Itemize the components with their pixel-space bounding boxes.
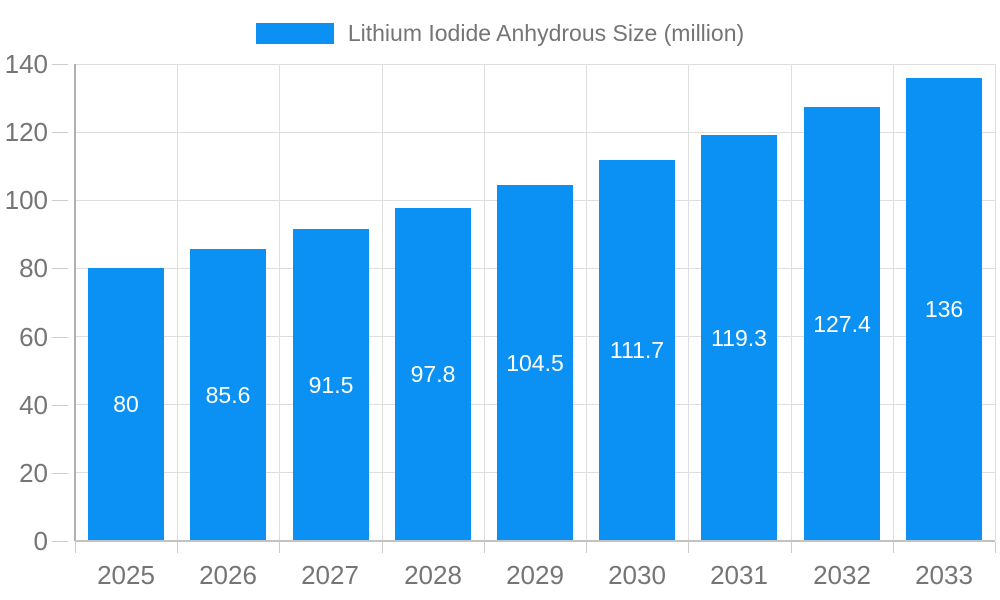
v-gridline xyxy=(892,64,894,541)
x-axis-tick xyxy=(484,542,485,553)
x-axis-tick xyxy=(586,542,587,553)
bar-value-label: 80 xyxy=(113,391,139,417)
x-axis-tick xyxy=(688,542,689,553)
y-tick-label: 40 xyxy=(19,389,48,420)
x-tick-label: 2030 xyxy=(608,560,666,590)
x-axis-tick xyxy=(382,542,383,553)
y-axis-tick xyxy=(52,268,68,270)
x-tick-label: 2026 xyxy=(199,560,257,590)
legend-label: Lithium Iodide Anhydrous Size (million) xyxy=(347,20,745,46)
y-tick-label: 100 xyxy=(4,185,48,216)
v-gridline xyxy=(585,64,587,541)
v-gridline xyxy=(278,64,280,541)
bar-value-label: 91.5 xyxy=(308,371,354,398)
bar-value-label: 127.4 xyxy=(813,310,871,337)
x-tick-label: 2031 xyxy=(710,560,768,590)
bar[interactable]: 104.5 xyxy=(497,185,573,541)
v-gridline xyxy=(381,64,383,541)
bar[interactable]: 111.7 xyxy=(599,160,675,541)
x-axis-tick xyxy=(791,542,792,553)
x-axis-tick xyxy=(893,542,894,553)
bar-value-label: 97.8 xyxy=(410,361,456,387)
x-tick-label: 2033 xyxy=(915,560,973,590)
y-tick-label: 20 xyxy=(19,457,48,488)
x-tick-label: 2028 xyxy=(404,560,462,590)
x-axis-tick xyxy=(177,542,178,553)
y-axis-line xyxy=(74,64,76,541)
v-gridline xyxy=(483,64,485,541)
bar[interactable]: 119.3 xyxy=(701,135,777,541)
x-tick-label: 2032 xyxy=(813,560,871,590)
v-gridline xyxy=(790,64,792,541)
bar-value-label: 136 xyxy=(924,296,964,322)
bar-value-label: 104.5 xyxy=(506,349,564,376)
v-gridline xyxy=(994,64,996,541)
x-axis-line xyxy=(75,540,995,542)
x-tick-label: 2025 xyxy=(97,560,155,590)
bar[interactable]: 91.5 xyxy=(293,229,369,541)
y-axis-tick xyxy=(52,200,68,202)
y-axis-tick xyxy=(52,336,68,338)
y-axis-tick xyxy=(52,472,68,474)
bar-value-label: 85.6 xyxy=(205,381,251,408)
bar[interactable]: 97.8 xyxy=(395,208,471,541)
legend[interactable]: Lithium Iodide Anhydrous Size (million) xyxy=(0,20,1000,47)
v-gridline xyxy=(687,64,689,541)
plot-area: 80 85.6 91.5 97.8 104.5 111.7 119.3 127.4 136 xyxy=(74,63,996,542)
x-tick-label: 2027 xyxy=(301,560,359,590)
bar[interactable]: 80 xyxy=(88,268,164,541)
bar-value-label: 111.7 xyxy=(609,337,665,363)
y-tick-label: 60 xyxy=(19,321,48,352)
y-tick-label: 80 xyxy=(19,253,48,284)
x-axis-tick xyxy=(995,542,996,553)
y-tick-label: 120 xyxy=(4,117,48,148)
bar[interactable]: 127.4 xyxy=(804,107,880,541)
y-axis-tick xyxy=(52,541,68,542)
bar[interactable]: 136 xyxy=(906,78,982,541)
bar-value-label: 119.3 xyxy=(711,324,767,351)
h-gridline xyxy=(75,131,995,133)
y-axis-tick xyxy=(52,64,68,65)
y-tick-label: 0 xyxy=(33,526,48,556)
h-gridline xyxy=(75,63,995,65)
x-axis-tick xyxy=(75,542,76,553)
x-axis-tick xyxy=(279,542,280,553)
y-axis-tick xyxy=(52,132,68,134)
v-gridline xyxy=(176,64,178,541)
y-tick-label: 140 xyxy=(4,49,48,79)
y-axis-tick xyxy=(52,404,68,406)
x-tick-label: 2029 xyxy=(506,560,564,590)
bar[interactable]: 85.6 xyxy=(190,249,266,541)
legend-swatch xyxy=(255,23,334,44)
